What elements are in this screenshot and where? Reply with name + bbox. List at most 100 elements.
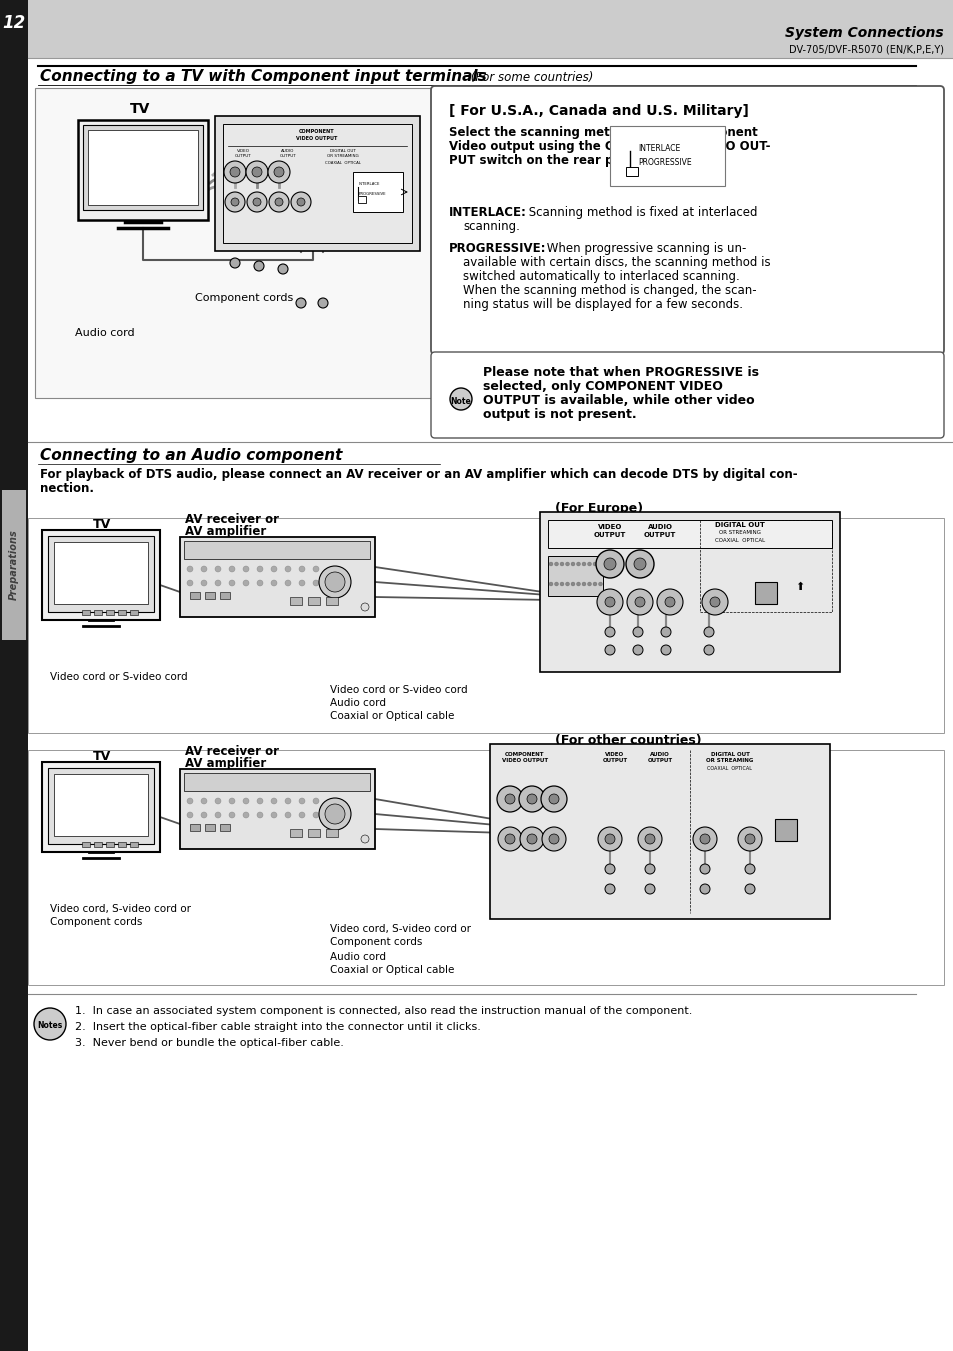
- Circle shape: [214, 566, 221, 571]
- Circle shape: [243, 580, 249, 586]
- Circle shape: [548, 582, 553, 586]
- Circle shape: [187, 566, 193, 571]
- Circle shape: [657, 589, 682, 615]
- Text: When progressive scanning is un-: When progressive scanning is un-: [542, 242, 745, 255]
- Circle shape: [229, 812, 234, 817]
- Text: switched automatically to interlaced scanning.: switched automatically to interlaced sca…: [462, 270, 739, 282]
- Bar: [308, 597, 319, 605]
- Bar: [28, 0, 953, 58]
- Circle shape: [325, 804, 345, 824]
- Bar: [205, 824, 214, 831]
- Circle shape: [604, 884, 615, 894]
- Bar: [54, 774, 148, 836]
- Circle shape: [214, 798, 221, 804]
- Bar: [609, 126, 724, 186]
- Text: INTERLACE: INTERLACE: [358, 182, 380, 186]
- Circle shape: [256, 812, 263, 817]
- Bar: [625, 168, 638, 176]
- Circle shape: [243, 812, 249, 817]
- Circle shape: [700, 884, 709, 894]
- Text: VIDEO
OUTPUT: VIDEO OUTPUT: [234, 149, 251, 158]
- Text: INTERLACE:: INTERLACE:: [449, 205, 526, 219]
- Circle shape: [633, 644, 642, 655]
- Text: available with certain discs, the scanning method is: available with certain discs, the scanni…: [462, 255, 770, 269]
- FancyBboxPatch shape: [431, 86, 943, 354]
- Circle shape: [313, 798, 318, 804]
- Bar: [220, 592, 230, 598]
- Circle shape: [540, 786, 566, 812]
- Text: Select the scanning method of the Component: Select the scanning method of the Compon…: [449, 126, 757, 139]
- Text: AV amplifier: AV amplifier: [185, 757, 266, 770]
- Circle shape: [744, 884, 754, 894]
- Circle shape: [256, 566, 263, 571]
- Circle shape: [709, 597, 720, 607]
- Circle shape: [34, 1008, 66, 1040]
- Circle shape: [298, 566, 305, 571]
- Circle shape: [587, 582, 591, 586]
- Text: output is not present.: output is not present.: [482, 408, 636, 422]
- Text: TV: TV: [92, 517, 111, 531]
- Circle shape: [277, 263, 288, 274]
- Text: OR STREAMING: OR STREAMING: [719, 530, 760, 535]
- Circle shape: [298, 812, 305, 817]
- Circle shape: [253, 261, 264, 272]
- Text: Coaxial or Optical cable: Coaxial or Optical cable: [330, 965, 454, 975]
- Text: DIGITAL OUT
OR STREAMING: DIGITAL OUT OR STREAMING: [705, 753, 753, 763]
- Circle shape: [644, 865, 655, 874]
- Circle shape: [604, 644, 615, 655]
- Bar: [106, 842, 113, 847]
- Circle shape: [703, 644, 713, 655]
- Text: COAXIAL  OPTICAL: COAXIAL OPTICAL: [707, 766, 752, 771]
- Text: nection.: nection.: [40, 482, 94, 494]
- Bar: [54, 542, 148, 604]
- Bar: [754, 582, 776, 604]
- Circle shape: [604, 597, 615, 607]
- Text: Preparations: Preparations: [9, 530, 19, 600]
- Text: AV receiver or: AV receiver or: [185, 513, 278, 526]
- Circle shape: [554, 562, 558, 566]
- Circle shape: [295, 299, 306, 308]
- Circle shape: [271, 812, 276, 817]
- Text: COAXIAL  OPTICAL: COAXIAL OPTICAL: [325, 161, 360, 165]
- Text: Scanning method is fixed at interlaced: Scanning method is fixed at interlaced: [524, 205, 757, 219]
- Circle shape: [565, 582, 569, 586]
- Bar: [290, 830, 302, 838]
- Circle shape: [229, 798, 234, 804]
- Circle shape: [360, 835, 369, 843]
- Text: Notes: Notes: [37, 1021, 63, 1031]
- Circle shape: [497, 786, 522, 812]
- Circle shape: [291, 192, 311, 212]
- Bar: [180, 536, 375, 617]
- Text: COMPONENT
VIDEO OUTPUT: COMPONENT VIDEO OUTPUT: [501, 753, 547, 763]
- Circle shape: [187, 812, 193, 817]
- Bar: [78, 120, 208, 220]
- Text: COAXIAL  OPTICAL: COAXIAL OPTICAL: [714, 538, 764, 543]
- Bar: [83, 126, 203, 209]
- Circle shape: [246, 161, 268, 182]
- Bar: [290, 597, 302, 605]
- Text: COMPONENT: COMPONENT: [299, 128, 335, 134]
- Bar: [118, 611, 126, 615]
- Circle shape: [274, 199, 283, 205]
- Bar: [326, 830, 337, 838]
- Bar: [82, 842, 90, 847]
- Circle shape: [298, 580, 305, 586]
- Text: VIDEO OUTPUT: VIDEO OUTPUT: [296, 136, 337, 141]
- Text: PROGRESSIVE: PROGRESSIVE: [358, 192, 386, 196]
- Circle shape: [581, 582, 585, 586]
- Circle shape: [571, 562, 575, 566]
- Bar: [106, 611, 113, 615]
- Circle shape: [214, 812, 221, 817]
- Text: When the scanning method is changed, the scan-: When the scanning method is changed, the…: [462, 284, 756, 297]
- Circle shape: [230, 168, 240, 177]
- Circle shape: [738, 827, 761, 851]
- Circle shape: [253, 199, 261, 205]
- Circle shape: [633, 627, 642, 638]
- Bar: [118, 842, 126, 847]
- Circle shape: [587, 562, 591, 566]
- Circle shape: [744, 865, 754, 874]
- Circle shape: [318, 798, 351, 830]
- Circle shape: [313, 566, 318, 571]
- Text: Connecting to a TV with Component input terminals: Connecting to a TV with Component input …: [40, 69, 486, 84]
- Circle shape: [285, 580, 291, 586]
